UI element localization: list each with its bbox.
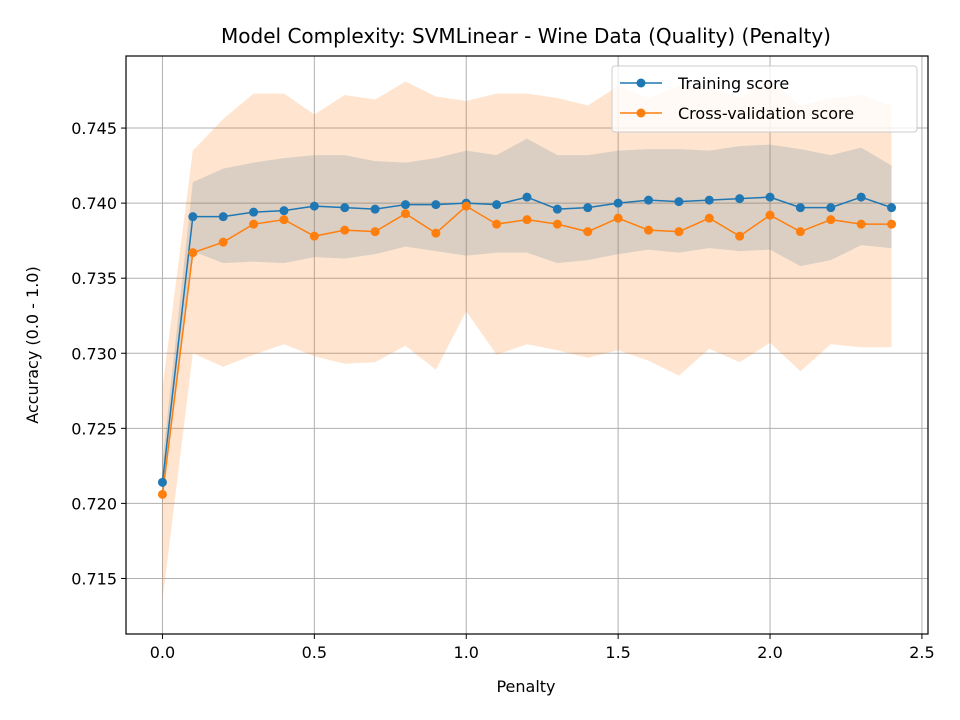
point-series-1 (309, 201, 319, 211)
point-series-1 (887, 203, 897, 213)
point-series-1 (522, 192, 532, 202)
point-series-1 (157, 477, 167, 487)
point-series-2 (431, 228, 441, 238)
x-tick-label: 0.5 (302, 643, 327, 662)
legend-marker-series-2 (636, 108, 646, 118)
y-tick-label: 0.725 (71, 419, 117, 438)
point-series-2 (826, 215, 836, 225)
legend-label-series-2: Cross-validation score (678, 104, 854, 123)
y-tick-label: 0.730 (71, 344, 117, 363)
point-series-1 (370, 204, 380, 214)
point-series-2 (188, 248, 198, 258)
point-series-2 (249, 219, 259, 229)
point-series-1 (765, 192, 775, 202)
point-series-1 (795, 203, 805, 213)
grid (126, 56, 928, 634)
point-series-2 (613, 213, 623, 223)
chart-title: Model Complexity: SVMLinear - Wine Data … (221, 24, 831, 48)
point-series-2 (887, 219, 897, 229)
x-axis-label: Penalty (496, 677, 555, 696)
point-series-1 (704, 195, 714, 205)
series-markers (157, 192, 897, 499)
point-series-2 (309, 231, 319, 241)
point-series-1 (583, 203, 593, 213)
x-tick-label: 0.0 (150, 643, 175, 662)
x-tick-label: 1.5 (605, 643, 630, 662)
legend-box (611, 65, 918, 133)
point-series-1 (856, 192, 866, 202)
point-series-2 (157, 489, 167, 499)
point-series-1 (400, 200, 410, 210)
point-series-2 (340, 225, 350, 235)
point-series-1 (613, 198, 623, 208)
point-series-2 (461, 201, 471, 211)
point-series-2 (583, 227, 593, 237)
legend-label-series-1: Training score (677, 74, 789, 93)
legend-marker-series-1 (636, 78, 646, 88)
point-series-1 (735, 194, 745, 204)
point-series-2 (674, 227, 684, 237)
y-axis-label: Accuracy (0.0 - 1.0) (23, 266, 42, 423)
legend: Training score Cross-validation score (611, 65, 918, 133)
x-tick-label: 2.5 (909, 643, 934, 662)
point-series-2 (704, 213, 714, 223)
point-series-1 (552, 204, 562, 214)
y-tick-label: 0.735 (71, 269, 117, 288)
point-series-2 (735, 231, 745, 241)
point-series-1 (644, 195, 654, 205)
point-series-2 (370, 227, 380, 237)
point-series-2 (492, 219, 502, 229)
y-tick-label: 0.720 (71, 494, 117, 513)
point-series-1 (826, 203, 836, 213)
x-tick-label: 2.0 (757, 643, 782, 662)
x-tick-label: 1.0 (454, 643, 479, 662)
point-series-2 (644, 225, 654, 235)
point-series-1 (492, 200, 502, 210)
point-series-1 (249, 207, 259, 217)
axes: 0.0 0.5 1.0 1.5 2.0 2.5 0.715 0.720 0.725 0.730 0.… (71, 119, 934, 662)
point-series-2 (522, 215, 532, 225)
point-series-2 (795, 227, 805, 237)
y-tick-label: 0.745 (71, 119, 117, 138)
point-series-2 (279, 215, 289, 225)
point-series-2 (400, 209, 410, 219)
point-series-2 (856, 219, 866, 229)
point-series-1 (218, 212, 228, 222)
point-series-2 (218, 237, 228, 247)
point-series-2 (765, 210, 775, 220)
point-series-1 (674, 197, 684, 207)
point-series-2 (552, 219, 562, 229)
point-series-1 (279, 206, 289, 216)
y-tick-label: 0.715 (71, 569, 117, 588)
point-series-1 (340, 203, 350, 213)
point-series-1 (431, 200, 441, 210)
point-series-1 (188, 212, 198, 222)
y-tick-label: 0.740 (71, 194, 117, 213)
plot-frame (125, 55, 929, 635)
